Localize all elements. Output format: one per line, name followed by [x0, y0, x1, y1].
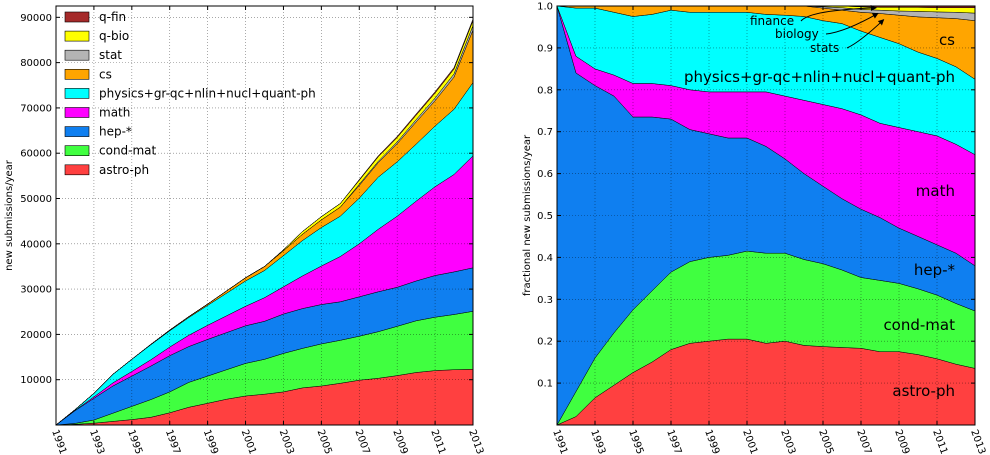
annotation-stats: stats [810, 41, 839, 55]
y-tick-label: 30000 [20, 285, 52, 296]
x-tick-label: 2003 [778, 428, 797, 455]
legend-label: q-bio [99, 29, 129, 43]
legend-swatch [64, 164, 90, 176]
x-tick-label: 1997 [664, 428, 683, 455]
annotation-finance: finance [750, 14, 794, 28]
area-label: cs [939, 31, 955, 49]
x-tick-label: 2011 [428, 428, 447, 455]
y-tick-label: 0.1 [537, 379, 553, 390]
y-tick-label: 0.8 [537, 85, 553, 96]
y-tick-label: 0.2 [537, 337, 553, 348]
legend-label: hep-* [99, 125, 132, 139]
legend-label: physics+gr-qc+nlin+nucl+quant-ph [99, 86, 316, 100]
y-tick-label: 0.4 [537, 253, 553, 264]
area-label: physics+gr-qc+nlin+nucl+quant-ph [684, 68, 955, 86]
area-label: cond-mat [883, 316, 955, 334]
annotation-arrow [846, 19, 885, 49]
y-tick-label: 0.7 [537, 127, 553, 138]
legend-swatch [64, 88, 90, 99]
x-tick-label: 2003 [277, 428, 296, 455]
x-tick-label: 2001 [239, 428, 258, 455]
x-tick-label: 2007 [854, 428, 873, 455]
legend-label: q-fin [99, 10, 126, 24]
legend-swatch [64, 69, 90, 80]
y-tick-label: 1.0 [537, 2, 553, 13]
area-label: math [916, 182, 955, 200]
x-tick-label: 1995 [626, 428, 645, 455]
x-tick-label: 1991 [49, 428, 68, 455]
x-tick-label: 1993 [87, 428, 106, 455]
y-axis-label: fractional new submissions/year [522, 134, 533, 296]
legend-swatch [64, 145, 90, 156]
x-tick-label: 1993 [588, 428, 607, 455]
x-tick-label: 2005 [816, 428, 835, 455]
legend-label: stat [99, 48, 122, 62]
annotation-biology: biology [775, 27, 819, 41]
y-tick-label: 0.3 [537, 295, 553, 306]
legend-swatch [64, 30, 90, 42]
x-tick-label: 1999 [702, 428, 721, 455]
y-tick-label: 80000 [20, 58, 52, 69]
x-tick-label: 2001 [740, 428, 759, 455]
y-tick-label: 90000 [20, 13, 52, 24]
legend-swatch [64, 126, 90, 137]
x-tick-label: 2009 [390, 428, 409, 455]
y-tick-label: 0.6 [537, 169, 553, 180]
y-tick-label: 0.5 [537, 211, 553, 222]
y-tick-label: 40000 [20, 239, 52, 250]
y-tick-label: 60000 [20, 149, 52, 160]
x-tick-label: 2005 [315, 428, 334, 455]
x-tick-label: 2013 [968, 428, 987, 455]
legend-label: astro-ph [99, 163, 149, 177]
legend-swatch [64, 49, 90, 61]
legend-swatch [64, 107, 90, 118]
x-tick-label: 2007 [352, 428, 371, 455]
y-tick-label: 70000 [20, 103, 52, 114]
area-label: astro-ph [892, 382, 955, 400]
y-tick-label: 50000 [20, 194, 52, 205]
x-tick-label: 1995 [125, 428, 144, 455]
y-tick-label: 20000 [20, 330, 52, 341]
x-tick-label: 2011 [930, 428, 949, 455]
y-tick-label: 0.9 [537, 43, 553, 54]
annotation-arrow [825, 12, 879, 35]
legend-label: math [99, 106, 130, 120]
x-tick-label: 2013 [466, 428, 485, 455]
area-label: hep-* [914, 261, 956, 279]
x-tick-label: 1999 [201, 428, 220, 455]
y-tick-label: 10000 [20, 375, 52, 386]
annotation-arrow [800, 5, 877, 22]
legend-label: cs [99, 67, 112, 81]
x-tick-label: 2009 [892, 428, 911, 455]
legend-swatch [64, 11, 90, 23]
legend-label: cond-mat [99, 144, 157, 158]
x-tick-label: 1991 [550, 428, 569, 455]
y-axis-label: new submissions/year [4, 159, 15, 271]
x-tick-label: 1997 [163, 428, 182, 455]
plot-frame [55, 5, 474, 426]
